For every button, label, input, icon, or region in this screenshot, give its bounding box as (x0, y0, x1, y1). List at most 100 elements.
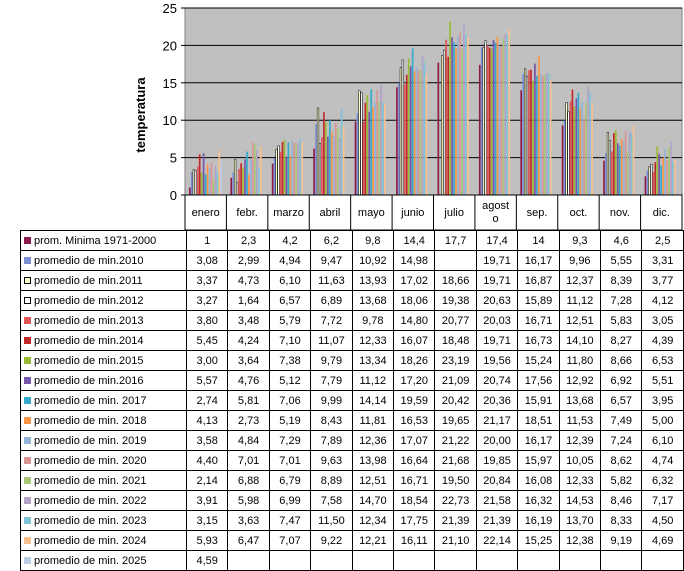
bar (455, 48, 457, 195)
bar (419, 70, 422, 195)
data-cell: 14,10 (558, 330, 602, 351)
x-tick-label: oct. (570, 207, 588, 219)
bar (624, 130, 627, 195)
data-cell: 22,73 (434, 490, 477, 511)
bar (313, 148, 315, 195)
data-cell: 9,79 (310, 350, 353, 371)
data-cell (475, 550, 519, 571)
data-cell: 14,80 (393, 310, 436, 331)
series-label: promedio de min. 2019 (20, 430, 187, 451)
bar (360, 92, 363, 196)
x-tick-label: nov. (610, 207, 630, 219)
data-cell: 12,38 (558, 530, 602, 551)
data-cell: 12,34 (351, 510, 395, 531)
series-label: promedio de min. 2021 (20, 470, 187, 491)
data-cell: 11,12 (351, 370, 395, 391)
data-cell: 11,53 (558, 410, 602, 431)
legend-swatch (24, 396, 31, 404)
bar (528, 70, 530, 195)
data-cell: 5,51 (641, 370, 684, 391)
bar (293, 142, 296, 195)
bar (441, 55, 444, 196)
data-cell: 14,4 (393, 230, 436, 251)
bar (273, 158, 276, 195)
x-axis-labels: enero febr. marzo abril mayo junio julio agost o… (184, 194, 683, 230)
bar (577, 92, 580, 195)
bar (240, 163, 242, 195)
bar (354, 121, 357, 195)
bar (611, 151, 613, 195)
data-cell: 19,71 (475, 330, 519, 351)
data-cell: 21,68 (434, 450, 477, 471)
data-cell (434, 250, 477, 271)
data-cell: 20,36 (475, 390, 519, 411)
bar (378, 101, 380, 195)
data-cell: 20,00 (475, 430, 519, 451)
legend-swatch (24, 256, 31, 264)
bar (194, 170, 197, 196)
legend-swatch (24, 276, 31, 284)
x-tick-label: julio (443, 207, 464, 219)
data-cell (268, 550, 312, 571)
bar (411, 48, 414, 195)
bar (425, 74, 428, 195)
data-cell: 7,72 (310, 310, 353, 331)
table-row: prom. Minima 1971-2000 1 2,3 4,2 6,2 9,8 14,4 1… (20, 230, 684, 251)
series-name: promedio de min.2015 (34, 354, 144, 367)
bar (628, 131, 631, 195)
bar (366, 95, 369, 195)
bar (372, 106, 375, 195)
bar (283, 139, 286, 195)
y-tick-label: 5 (170, 151, 177, 166)
bar (660, 165, 662, 195)
data-cell (351, 550, 395, 571)
bar (208, 168, 211, 195)
data-cell: 3,95 (641, 390, 684, 411)
bar (358, 90, 361, 196)
data-cell: 11,12 (558, 290, 602, 311)
series-name: promedio de min. 2018 (34, 414, 147, 427)
data-cell: 4,94 (268, 250, 312, 271)
bar (496, 36, 499, 196)
bar (498, 45, 501, 196)
data-cell: 14,14 (351, 390, 395, 411)
legend-swatch (24, 536, 31, 544)
temperature-chart: 0 5 10 15 20 25 temperatura enero febr. marzo ab… (133, 1, 683, 230)
bar (656, 146, 659, 195)
bar (190, 171, 193, 195)
bar (579, 108, 582, 195)
x-tick-label: mayo (358, 207, 385, 219)
bar (192, 169, 195, 196)
bar (565, 102, 568, 196)
data-cell: 20,63 (475, 290, 519, 311)
bar (198, 154, 201, 195)
bar (362, 121, 365, 195)
bar (532, 81, 534, 195)
data-cell: 15,89 (517, 290, 560, 311)
data-cell: 6,10 (641, 430, 684, 451)
bar (536, 75, 538, 195)
bar (668, 147, 670, 195)
bar (206, 164, 209, 195)
data-cell: 7,01 (227, 450, 270, 471)
data-cell: 7,06 (268, 390, 312, 411)
data-cell: 16,17 (517, 430, 560, 451)
bar (299, 139, 302, 195)
data-cell: 7,10 (268, 330, 312, 351)
data-cell: 16,11 (393, 530, 436, 551)
data-cell: 2,74 (185, 390, 229, 411)
bar (603, 160, 605, 195)
gridlines (185, 7, 682, 159)
data-cell: 11,07 (310, 330, 353, 351)
bar (417, 70, 420, 195)
bar (478, 64, 481, 195)
data-cell: 4,76 (227, 370, 270, 391)
data-cell: 8,43 (310, 410, 353, 431)
bar (405, 74, 408, 195)
bar (486, 45, 489, 196)
bar (447, 56, 449, 195)
data-cell: 6,79 (268, 470, 312, 491)
y-tick-label: 25 (163, 1, 177, 16)
bar (399, 67, 402, 196)
data-cell: 5,79 (268, 310, 312, 331)
